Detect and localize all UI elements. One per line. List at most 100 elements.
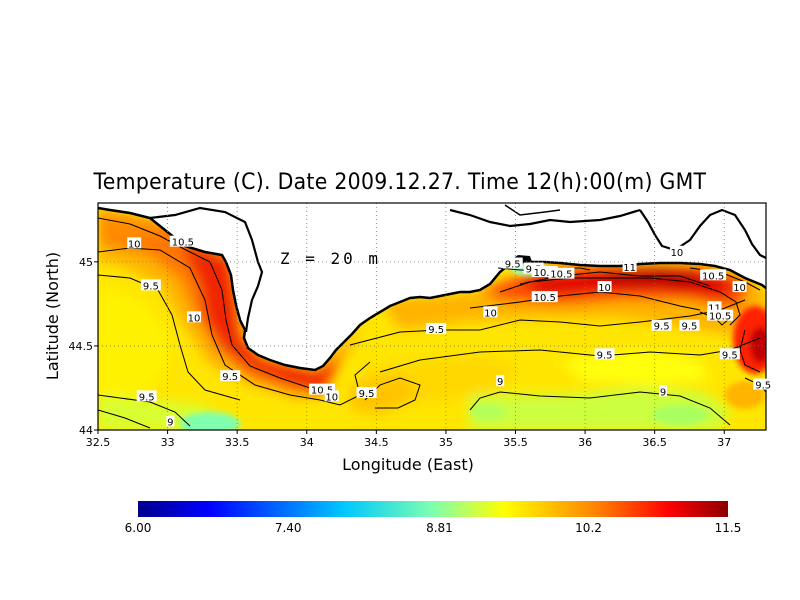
x-tick-label: 35.5 — [503, 436, 528, 449]
contour-label: 10.5 — [309, 383, 336, 397]
contour-label-text: 11 — [708, 303, 721, 314]
contour-label-bg — [548, 267, 575, 279]
x-axis: 32.5 33 33.5 34 34.5 35 35.5 36 36.5 37 — [86, 430, 731, 449]
contour-label: 9.5 — [719, 348, 740, 361]
contour-label-text: 9.5 — [755, 381, 771, 392]
contour-label-bg — [594, 348, 615, 360]
contour-label-bg — [324, 390, 339, 402]
contour-label: 10.5 — [700, 269, 727, 282]
contour-labels: 1010.59.5109.59.5910.5109.59.59.59.510.5… — [127, 235, 774, 429]
contour-label-bg — [531, 291, 558, 303]
contour-label: 9.5 — [651, 319, 672, 333]
contour-label-bg — [169, 235, 196, 247]
coastline — [98, 204, 766, 372]
colorbar-tick-label: 11.5 — [715, 521, 742, 535]
contour-label-bg — [309, 383, 336, 395]
contour-label-bg — [127, 237, 142, 249]
contour-label: 9 — [496, 375, 505, 388]
contour-label-text: 9.5 — [682, 322, 698, 333]
contour-label-text: 10 — [325, 392, 338, 403]
contour-label-bg — [356, 387, 377, 399]
y-tick-label: 44.5 — [69, 340, 94, 353]
contour-label-bg — [187, 311, 202, 323]
contour-label: 9.5 — [679, 319, 700, 333]
contour-label-text: 10 — [671, 248, 684, 259]
contour-label-text: 10.5 — [311, 386, 333, 397]
contour-label-bg — [659, 385, 668, 397]
y-tick-label: 45 — [79, 256, 93, 269]
contour-label-bg — [732, 281, 747, 293]
contour-label-bg — [679, 319, 700, 331]
depth-label: Z = 20 m — [280, 249, 381, 268]
contour-label: 10 — [669, 245, 684, 259]
contour-label: 11 — [707, 301, 722, 314]
contour-label-bg — [719, 348, 740, 360]
contour-label: 9.5 — [220, 370, 241, 383]
contour-label: 10 — [127, 237, 142, 250]
contour-label: 11 — [622, 260, 637, 274]
contour-label-bg — [166, 415, 175, 427]
colorbar: 6.00 7.40 8.81 10.2 11.5 — [125, 501, 742, 535]
contour-label: 10 — [732, 281, 747, 294]
y-axis: 44 44.5 45 — [69, 256, 98, 437]
x-tick-label: 34.5 — [364, 436, 389, 449]
contour-label: 10 — [597, 281, 612, 294]
y-tick-label: 44 — [79, 424, 93, 437]
contour-label-bg — [426, 323, 447, 335]
contour-label-text: 9 — [167, 418, 173, 429]
contour-label: 9.5 — [594, 348, 615, 361]
x-tick-label: 36.5 — [642, 436, 667, 449]
x-axis-label: Longitude (East) — [342, 455, 474, 474]
contour-label: 10.5 — [169, 235, 196, 249]
contour-label: 10 — [324, 390, 339, 403]
contour-label-text: 10.5 — [534, 293, 556, 304]
colorbar-tick-label: 10.2 — [575, 521, 602, 535]
contour-label-text: 10 — [733, 283, 746, 294]
colorbar-tick-label: 8.81 — [426, 521, 453, 535]
contour-label-text: 9.5 — [222, 372, 238, 383]
plot-frame — [97, 202, 767, 431]
contour-label-bg — [140, 279, 161, 291]
contour-label-bg — [496, 375, 505, 387]
contour-label-bg — [707, 301, 722, 313]
contour-label-text: 11 — [623, 263, 636, 274]
contour-label: 9.5 — [502, 257, 523, 271]
contour-label-text: 10.5 — [172, 238, 194, 249]
contour-label-bg — [531, 265, 558, 277]
contour-label-bg — [597, 281, 612, 293]
contour-label: 9 — [166, 415, 175, 429]
contour-label-bg — [707, 309, 734, 321]
x-tick-label: 32.5 — [86, 436, 111, 449]
x-tick-label: 37 — [717, 436, 731, 449]
contour-label: 10 — [483, 306, 498, 319]
contour-label-text: 9 — [497, 377, 503, 388]
contour-label-text: 10.5 — [534, 268, 556, 279]
contour-label-text: 10.5 — [702, 271, 724, 282]
contour-label-bg — [502, 257, 523, 269]
contour-label: 10.5 — [531, 291, 558, 304]
contour-label-bg — [700, 269, 727, 281]
contour-label-text: 10 — [128, 239, 141, 250]
contour-label-text: 9.5 — [505, 260, 521, 271]
x-tick-label: 33.5 — [225, 436, 250, 449]
colorbar-gradient — [138, 501, 728, 517]
contour-label: 10.5 — [548, 267, 575, 281]
contour-label-bg — [220, 370, 241, 382]
contour-label: 10.5 — [707, 309, 734, 323]
contour-label: 9.5 — [356, 387, 377, 400]
contour-label-text: 9.5 — [597, 350, 613, 361]
contour-label-bg — [136, 390, 157, 402]
x-tick-label: 33 — [161, 436, 175, 449]
x-tick-label: 35 — [439, 436, 453, 449]
contour-label-text: 10 — [598, 283, 611, 294]
y-axis-label: Latitude (North) — [43, 252, 62, 380]
contour-label-bg — [753, 378, 774, 390]
contour-label-text: 10 — [188, 313, 201, 324]
x-tick-label: 34 — [300, 436, 314, 449]
contour-label: 9.5 — [426, 323, 447, 336]
contour-label-text: 9 — [660, 387, 666, 398]
contour-label-bg — [622, 260, 637, 272]
contour-label-text: 10.5 — [550, 270, 572, 281]
contour-label-text: 9.5 — [722, 350, 738, 361]
contour-label: 9 — [659, 385, 668, 398]
